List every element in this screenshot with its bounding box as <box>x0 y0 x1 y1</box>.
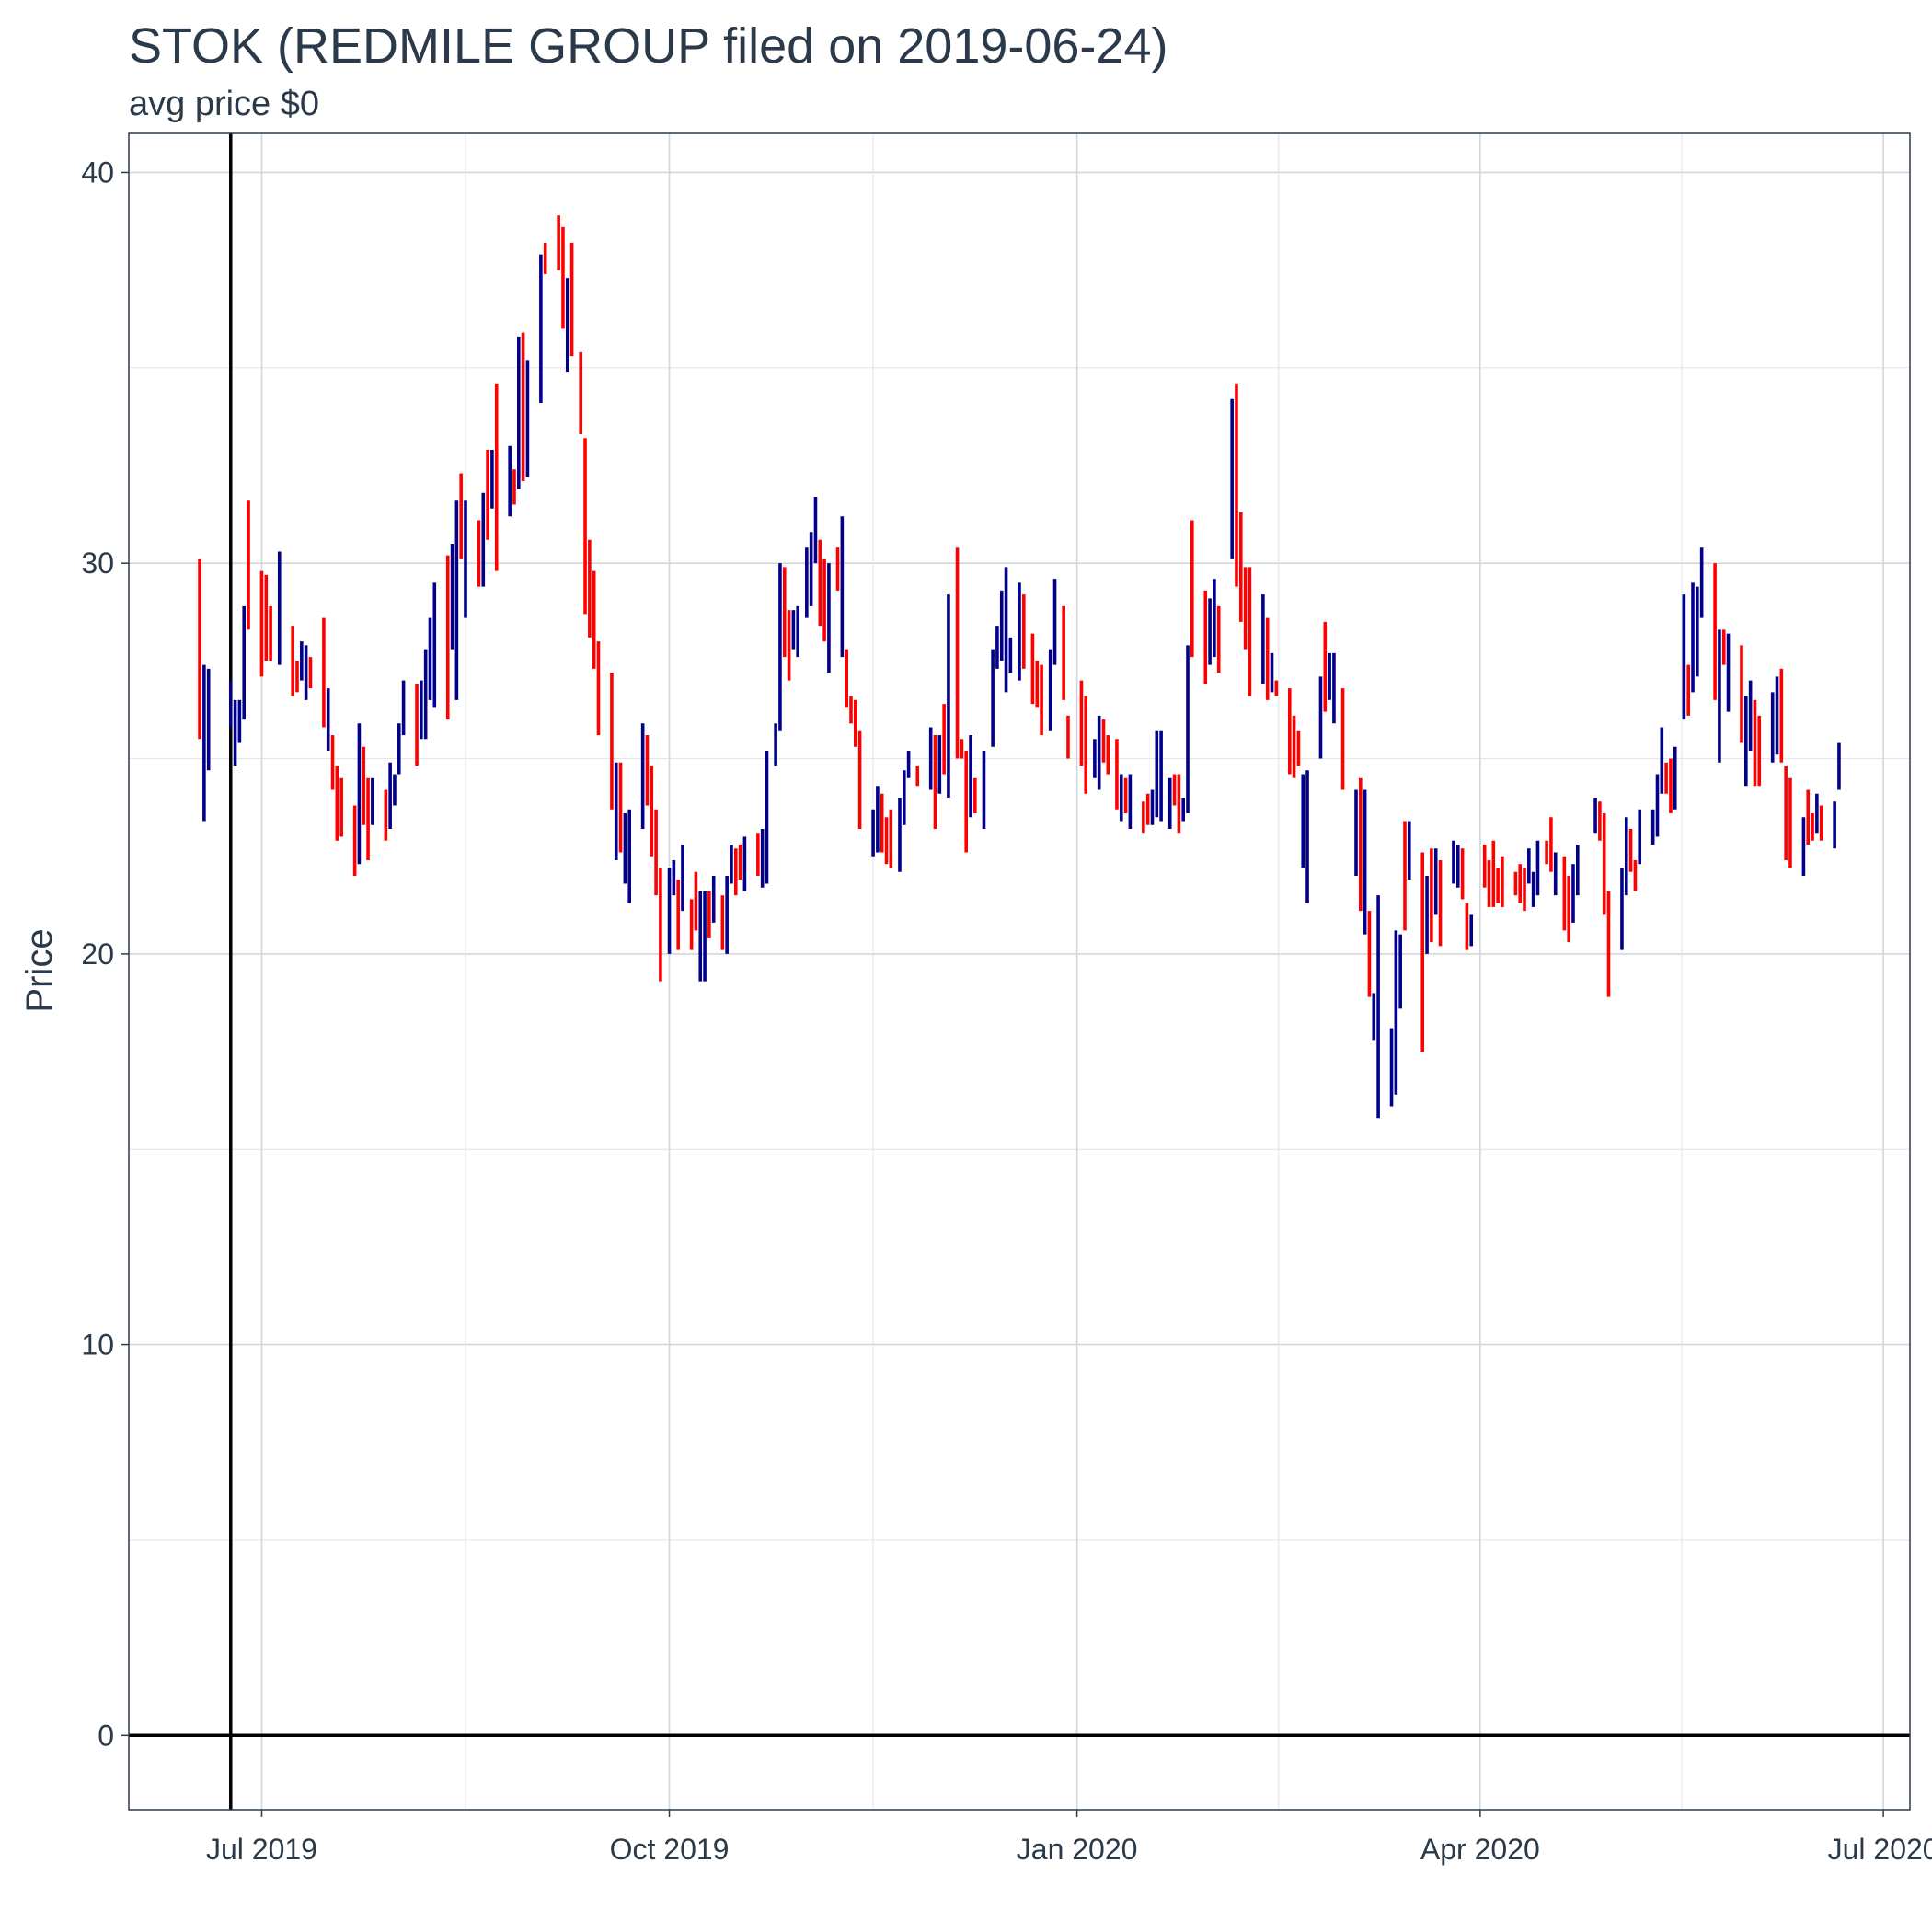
y-axis-ticks: 0 10 20 30 40 <box>81 155 129 1752</box>
y-tick-label: 20 <box>81 937 114 971</box>
y-axis-label: Price <box>19 928 60 1012</box>
y-tick-label: 10 <box>81 1328 114 1362</box>
y-tick-label: 30 <box>81 546 114 580</box>
gridlines <box>129 133 1910 1810</box>
y-tick-label: 40 <box>81 155 114 189</box>
reference-lines <box>129 133 1910 1810</box>
x-tick-label: Apr 2020 <box>1420 1833 1540 1866</box>
chart-subtitle: avg price $0 <box>129 85 319 123</box>
panel-border <box>128 132 1911 1811</box>
price-bars <box>198 215 1841 1119</box>
x-tick-label: Jan 2020 <box>1017 1833 1138 1866</box>
x-axis-ticks: Jul 2019 Oct 2019 Jan 2020 Apr 2020 Jul 2020 <box>206 1810 1932 1866</box>
x-tick-label: Jul 2020 <box>1828 1833 1932 1866</box>
chart-title: STOK (REDMILE GROUP filed on 2019-06-24) <box>129 18 1167 74</box>
x-tick-label: Jul 2019 <box>206 1833 317 1866</box>
y-tick-label: 0 <box>98 1719 114 1752</box>
x-tick-label: Oct 2019 <box>610 1833 730 1866</box>
